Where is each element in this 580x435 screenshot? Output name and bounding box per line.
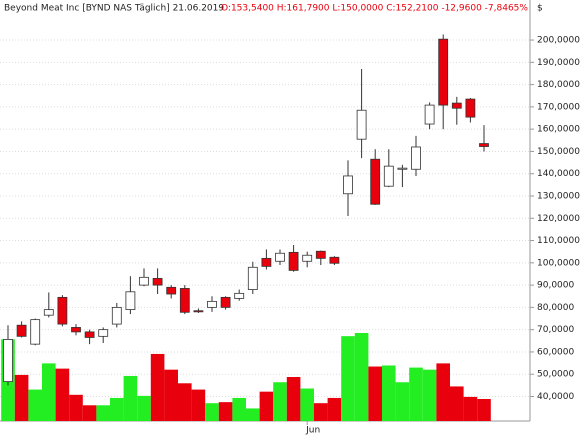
volume-bar <box>354 333 369 421</box>
y-tick-label: 150,0000 <box>537 147 580 157</box>
volume-bar <box>82 405 97 421</box>
volume-bar <box>409 367 423 421</box>
volume-bar <box>164 369 178 421</box>
volume-bar <box>259 391 274 421</box>
candle-body <box>111 306 122 325</box>
volume-bar <box>69 394 83 421</box>
candle-body <box>84 331 95 338</box>
candle-body <box>343 175 353 195</box>
candle-body <box>261 257 272 267</box>
candle-body <box>397 167 408 170</box>
volume-bar <box>273 382 287 421</box>
volume-bar <box>368 366 382 421</box>
candle-body <box>207 300 217 308</box>
candle-body <box>275 252 285 262</box>
volume-bar <box>55 368 70 421</box>
y-tick-label: 120,0000 <box>537 214 580 224</box>
y-tick-label: 130,0000 <box>537 191 580 201</box>
candle-body <box>152 278 163 286</box>
candle-body <box>234 292 245 299</box>
volume-bar <box>137 395 151 421</box>
volume-bar <box>178 383 192 421</box>
volume-bar <box>28 389 42 421</box>
y-axis-label: $ <box>537 4 543 14</box>
volume-bar <box>327 397 342 421</box>
candle-body <box>424 104 435 125</box>
volume-bar <box>191 389 206 421</box>
y-tick-label: 110,0000 <box>537 236 580 246</box>
volume-bar <box>314 403 328 421</box>
candle-body <box>465 98 476 118</box>
candle-body <box>370 158 381 205</box>
candle-body <box>479 143 489 147</box>
candle-body <box>16 324 27 337</box>
volume-bar <box>463 396 478 421</box>
candle-body <box>329 256 340 264</box>
candle-body <box>98 329 109 337</box>
y-tick-label: 170,0000 <box>537 102 580 112</box>
y-tick-label: 40,0000 <box>537 392 574 402</box>
candle-body <box>179 288 190 313</box>
y-tick-label: 160,0000 <box>537 125 580 135</box>
candle-body <box>30 319 41 345</box>
x-tick-label: Jun <box>305 426 320 435</box>
volume-bar <box>395 382 410 421</box>
volume-bar <box>232 397 246 421</box>
y-tick-label: 190,0000 <box>537 58 580 68</box>
volume-bar <box>341 336 355 421</box>
volume-bar <box>477 399 491 421</box>
candle-body <box>43 309 54 316</box>
candle-body <box>438 38 449 106</box>
candle-body <box>3 339 13 382</box>
volume-bar <box>96 405 110 421</box>
y-tick-label: 80,0000 <box>537 303 574 313</box>
candle-body <box>383 165 394 187</box>
candle-body <box>302 254 313 262</box>
candle-body <box>288 251 299 271</box>
candle-body <box>166 286 177 295</box>
candle-body <box>220 296 231 308</box>
candle-body <box>451 102 462 109</box>
y-tick-label: 60,0000 <box>537 347 574 357</box>
volume-bar <box>286 377 301 421</box>
candle-body <box>356 109 367 140</box>
candle-body <box>139 276 149 286</box>
volume-bar <box>246 408 260 421</box>
y-tick-label: 200,0000 <box>537 36 580 46</box>
chart-title: Beyond Meat Inc [BYND NAS Täglich] 21.06… <box>4 4 224 14</box>
volume-bar <box>300 388 314 421</box>
volume-bar <box>218 402 233 421</box>
volume-bar <box>14 374 29 421</box>
candle-body <box>315 250 326 259</box>
y-tick-label: 100,0000 <box>537 258 580 268</box>
volume-bar <box>450 386 464 421</box>
volume-bar <box>123 375 138 421</box>
y-tick-label: 140,0000 <box>537 169 580 179</box>
y-tick-label: 50,0000 <box>537 370 574 380</box>
candle-body <box>411 146 421 170</box>
volume-bar <box>422 369 437 421</box>
volume-bar <box>110 397 124 421</box>
volume-bar <box>150 353 165 421</box>
candle-body <box>247 266 258 290</box>
volume-bar <box>382 365 396 421</box>
chart-subtitle: O:153,5400 H:161,7900 L:150,0000 C:152,2… <box>221 4 528 14</box>
y-tick-label: 180,0000 <box>537 80 580 90</box>
volume-bar <box>436 363 450 421</box>
volume-bar <box>205 403 219 421</box>
y-tick-label: 90,0000 <box>537 281 574 291</box>
candle-body <box>125 291 136 311</box>
volume-bar <box>42 363 56 421</box>
y-tick-label: 70,0000 <box>537 325 574 335</box>
candle-body <box>57 296 68 325</box>
candle-body <box>71 327 81 333</box>
candle-body <box>193 310 204 313</box>
